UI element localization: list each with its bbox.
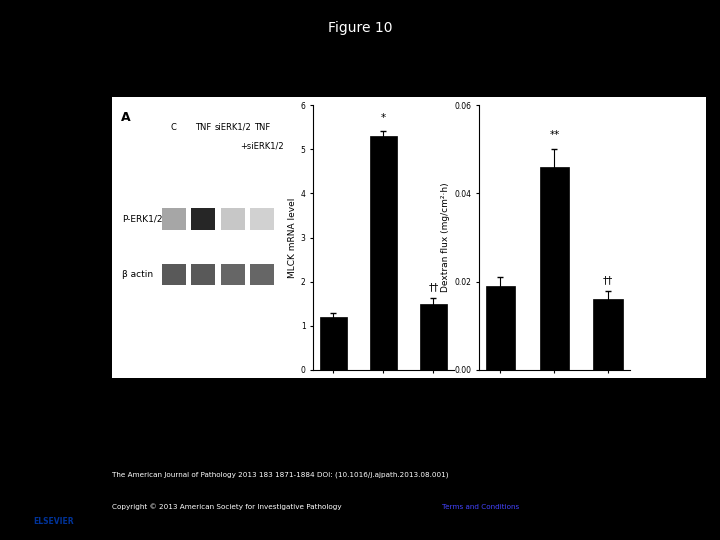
Text: C: C [441, 84, 450, 97]
Text: siERK1/2: siERK1/2 [215, 123, 251, 132]
Text: The American Journal of Pathology 2013 183 1871-1884 DOI: (10.1016/j.ajpath.2013: The American Journal of Pathology 2013 1… [112, 471, 448, 478]
Y-axis label: MLCK mRNA level: MLCK mRNA level [287, 198, 297, 278]
Y-axis label: Dextran flux (mg/cm²·h): Dextran flux (mg/cm²·h) [441, 183, 450, 293]
Text: 🌳: 🌳 [36, 478, 48, 497]
Text: ††: †† [428, 282, 438, 292]
FancyBboxPatch shape [162, 208, 186, 230]
FancyBboxPatch shape [221, 264, 245, 285]
FancyBboxPatch shape [221, 208, 245, 230]
Bar [593, 299, 623, 370]
FancyBboxPatch shape [162, 264, 186, 285]
Text: B: B [282, 84, 292, 97]
Text: P-ERK1/2: P-ERK1/2 [122, 214, 163, 224]
Text: C: C [171, 123, 177, 132]
Text: *: * [381, 113, 386, 123]
Text: A: A [121, 111, 130, 124]
Text: β actin: β actin [122, 270, 153, 279]
FancyBboxPatch shape [250, 264, 274, 285]
Bar [369, 136, 397, 370]
FancyBboxPatch shape [250, 208, 274, 230]
Text: Figure 10: Figure 10 [328, 21, 392, 35]
Bar [539, 167, 570, 370]
Text: ††: †† [603, 275, 613, 285]
Bar [320, 317, 347, 370]
Text: ELSEVIER: ELSEVIER [34, 517, 74, 526]
FancyBboxPatch shape [192, 208, 215, 230]
Bar [420, 303, 447, 370]
FancyBboxPatch shape [192, 264, 215, 285]
Text: TNF: TNF [254, 123, 270, 132]
Text: Terms and Conditions: Terms and Conditions [442, 504, 519, 510]
Text: +siERK1/2: +siERK1/2 [240, 141, 284, 150]
Text: TNF: TNF [195, 123, 212, 132]
Text: Copyright © 2013 American Society for Investigative Pathology: Copyright © 2013 American Society for In… [112, 504, 346, 510]
Text: **: ** [549, 130, 559, 140]
Bar [486, 286, 516, 370]
